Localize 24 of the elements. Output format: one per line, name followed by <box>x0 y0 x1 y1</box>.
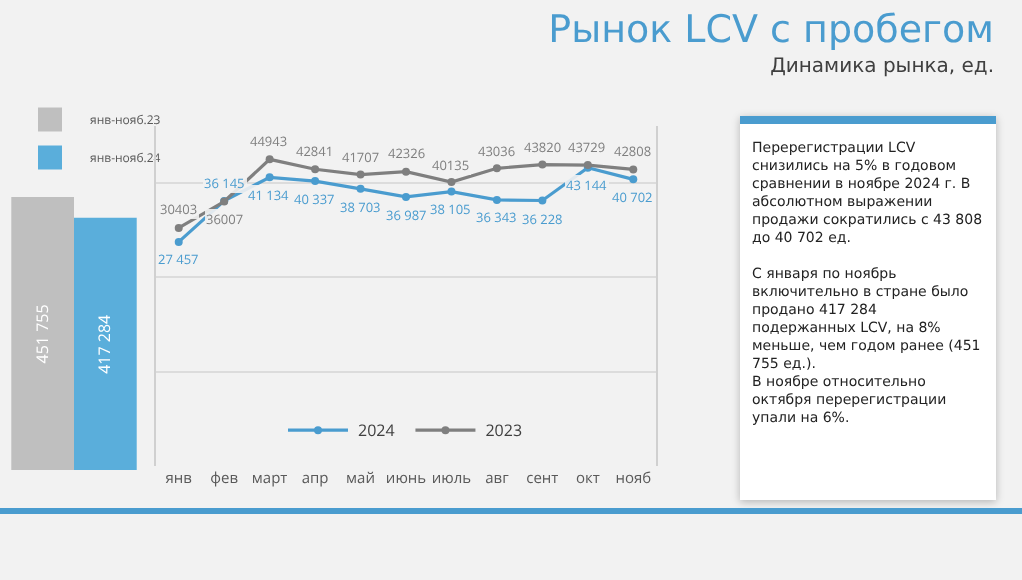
point <box>265 155 274 164</box>
point <box>356 170 365 179</box>
point <box>629 175 638 184</box>
point <box>402 192 410 201</box>
data-label: 417 284 <box>94 313 117 374</box>
point <box>538 160 547 169</box>
point <box>311 165 320 174</box>
point <box>447 178 456 187</box>
data-label: 451 755 <box>31 303 54 364</box>
legend-label: 2024 <box>358 420 396 443</box>
point <box>402 167 410 176</box>
point <box>492 195 501 204</box>
point <box>311 177 320 186</box>
point <box>629 165 638 174</box>
point <box>265 173 274 182</box>
text: Рынок LCV с пробегом <box>548 8 994 52</box>
point <box>174 237 183 246</box>
point <box>174 223 183 232</box>
legend-label: 2023 <box>485 420 523 443</box>
point <box>492 164 501 173</box>
point <box>538 196 547 205</box>
point <box>356 184 365 193</box>
text: Динамика рынка, ед. <box>770 56 994 78</box>
point <box>447 187 456 196</box>
